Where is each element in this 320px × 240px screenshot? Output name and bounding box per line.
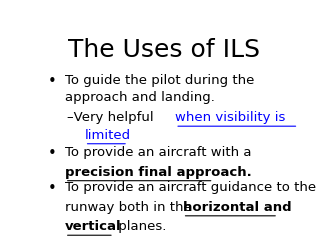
- Text: precision final approach.: precision final approach.: [65, 166, 252, 179]
- Text: The Uses of ILS: The Uses of ILS: [68, 38, 260, 62]
- Text: To guide the pilot during the
approach and landing.: To guide the pilot during the approach a…: [65, 74, 254, 104]
- Text: runway both in the: runway both in the: [65, 201, 196, 214]
- Text: horizontal and: horizontal and: [183, 201, 291, 214]
- Text: •: •: [47, 146, 56, 161]
- Text: planes.: planes.: [114, 220, 166, 233]
- Text: –Very helpful: –Very helpful: [67, 111, 158, 124]
- Text: To provide an aircraft guidance to the: To provide an aircraft guidance to the: [65, 181, 316, 194]
- Text: To provide an aircraft with a: To provide an aircraft with a: [65, 146, 251, 159]
- Text: •: •: [47, 74, 56, 89]
- Text: vertical: vertical: [65, 220, 121, 233]
- Text: when visibility is: when visibility is: [175, 111, 285, 124]
- Text: limited: limited: [84, 129, 131, 142]
- Text: •: •: [47, 181, 56, 196]
